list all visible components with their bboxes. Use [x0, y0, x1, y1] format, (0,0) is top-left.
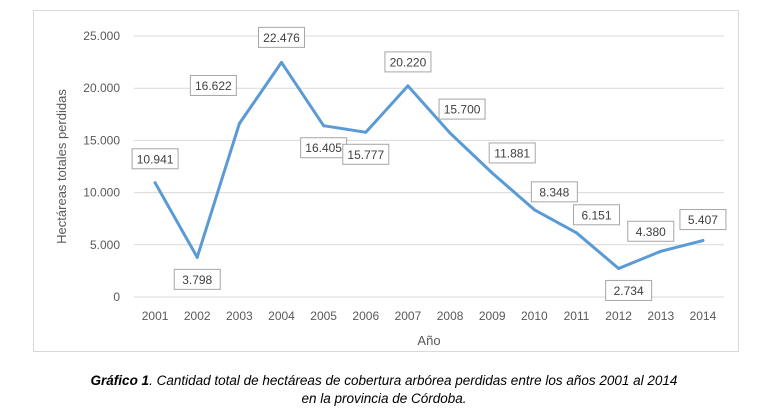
chart-frame: 0 5.000 10.000 15.000 20.000 25.000 2001 2002 2…	[33, 10, 739, 352]
x-tick-label: 2011	[564, 309, 590, 323]
x-tick-label: 2013	[647, 309, 674, 323]
data-point	[448, 131, 452, 135]
data-label: 15.777	[342, 143, 390, 165]
data-label: 20.220	[384, 51, 432, 73]
caption-lead: Gráfico 1	[90, 373, 150, 388]
data-label-box	[679, 209, 727, 231]
data-label-text: 6.151	[581, 208, 611, 222]
data-label: 16.405	[300, 137, 348, 159]
data-label: 10.941	[131, 148, 179, 170]
data-label-box	[573, 204, 620, 226]
data-point	[701, 239, 705, 243]
data-label-box	[438, 98, 486, 120]
x-axis-ticks: 2001 2002 2003 2004 2005 2006 2007 2008 2009 2010…	[142, 309, 717, 323]
x-tick-label: 2012	[605, 309, 632, 323]
data-label-box	[189, 74, 237, 96]
data-point	[195, 255, 199, 259]
x-tick-label: 2009	[479, 309, 506, 323]
data-point	[532, 208, 536, 212]
data-label: 4.380	[627, 220, 675, 242]
x-tick-label: 2010	[521, 309, 548, 323]
data-label-text: 22.476	[263, 31, 300, 45]
data-label-text: 3.798	[182, 273, 212, 287]
y-tick-label: 10.000	[83, 186, 120, 200]
x-tick-label: 2007	[395, 309, 422, 323]
data-label-box	[627, 220, 675, 242]
y-tick-label: 20.000	[83, 81, 120, 95]
data-label-box	[131, 148, 179, 170]
data-point	[237, 121, 241, 125]
data-label-text: 5.407	[688, 213, 718, 227]
series-line	[153, 60, 705, 270]
x-tick-label: 2001	[142, 309, 169, 323]
data-label-box	[258, 26, 305, 48]
data-label: 5.407	[679, 209, 727, 231]
data-label-box	[173, 268, 221, 290]
data-label: 22.476	[258, 26, 305, 48]
data-point	[153, 181, 157, 185]
data-label-box	[384, 51, 432, 73]
x-axis-title: Año	[417, 333, 440, 348]
y-tick-label: 15.000	[83, 133, 120, 147]
x-tick-label: 2005	[310, 309, 337, 323]
x-tick-label: 2004	[268, 309, 295, 323]
data-point	[575, 231, 578, 235]
data-labels: 10.941 3.798 16.622 22.476 16.405 15.777 20.22…	[131, 26, 727, 301]
data-label-box	[605, 279, 653, 301]
y-axis-title: Hectáreas totales perdidas	[54, 89, 69, 244]
data-label-text: 10.941	[137, 152, 174, 166]
data-point	[322, 124, 326, 128]
data-label-text: 2.734	[614, 284, 644, 298]
data-point	[490, 171, 494, 175]
x-tick-label: 2006	[352, 309, 379, 323]
data-label: 2.734	[605, 279, 653, 301]
data-label: 16.622	[189, 74, 237, 96]
data-point	[280, 60, 283, 64]
y-axis-ticks: 0 5.000 10.000 15.000 20.000 25.000	[83, 29, 120, 304]
caption-text: . Cantidad total de hectáreas de cobertu…	[149, 373, 678, 388]
data-label: 3.798	[173, 268, 221, 290]
x-tick-label: 2002	[184, 309, 211, 323]
data-label-text: 15.700	[444, 103, 481, 117]
figure-caption: Gráfico 1. Cantidad total de hectáreas d…	[0, 372, 768, 408]
data-label-text: 16.405	[305, 141, 342, 155]
data-point	[406, 84, 410, 88]
data-label-text: 4.380	[636, 225, 666, 239]
data-label-text: 15.777	[347, 148, 384, 162]
data-label-box	[530, 181, 578, 203]
data-point	[659, 249, 663, 253]
y-tick-label: 5.000	[90, 238, 120, 252]
data-label: 11.881	[488, 142, 536, 164]
data-label: 6.151	[573, 204, 620, 226]
data-label-box	[342, 143, 390, 165]
x-tick-label: 2008	[437, 309, 464, 323]
data-point	[617, 266, 621, 270]
data-label: 8.348	[530, 181, 578, 203]
x-tick-label: 2014	[690, 309, 717, 323]
x-tick-label: 2003	[226, 309, 253, 323]
caption-line-1: Gráfico 1. Cantidad total de hectáreas d…	[0, 372, 768, 390]
data-label-text: 8.348	[539, 185, 569, 199]
caption-line-2: en la provincia de Córdoba.	[301, 391, 467, 406]
y-tick-label: 0	[113, 290, 120, 304]
data-label-text: 11.881	[494, 146, 530, 160]
data-label-text: 16.622	[195, 79, 232, 93]
data-label-box	[488, 142, 536, 164]
data-label: 15.700	[438, 98, 486, 120]
y-tick-label: 25.000	[83, 29, 120, 43]
data-point	[364, 130, 368, 134]
data-label-text: 20.220	[390, 55, 427, 69]
